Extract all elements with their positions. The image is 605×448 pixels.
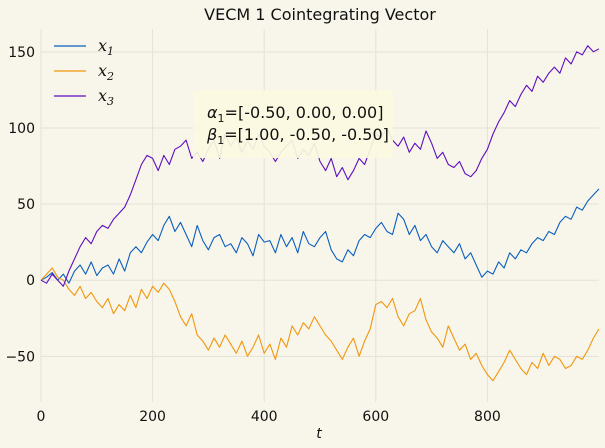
legend-label-x1: x1: [98, 36, 114, 58]
y-tick-label: 100: [8, 121, 35, 137]
legend-label-x2: x2: [98, 61, 114, 83]
ticks: 0 200 400 600 800 −50 0 50 100 150: [5, 45, 500, 425]
y-tick-label: 50: [17, 197, 35, 213]
beta-values: =[1.00, -0.50, -0.50]: [224, 125, 389, 144]
beta-symbol: β: [206, 125, 217, 144]
y-tick-label: −50: [5, 349, 35, 365]
series-layer: [40, 45, 600, 382]
legend-name-x1: x: [98, 36, 107, 55]
alpha-symbol: α: [207, 103, 218, 122]
beta-subscript: 1: [217, 134, 224, 147]
annotation-alpha: α1=[-0.50, 0.00, 0.00]: [207, 103, 383, 125]
alpha-subscript: 1: [218, 112, 225, 125]
annotation-beta: β1=[1.00, -0.50, -0.50]: [206, 125, 389, 147]
legend-sub-x2: 2: [106, 70, 114, 83]
x-axis-label: t: [316, 426, 322, 442]
y-tick-label: 150: [8, 45, 35, 61]
x-tick-label: 600: [362, 409, 389, 425]
y-tick-label: 0: [26, 273, 35, 289]
annotation-box: α1=[-0.50, 0.00, 0.00] β1=[1.00, -0.50, …: [193, 90, 393, 158]
x-tick-label: 400: [251, 409, 278, 425]
alpha-values: =[-0.50, 0.00, 0.00]: [225, 103, 384, 122]
legend: x1 x2 x3: [54, 36, 114, 108]
legend-sub-x3: 3: [107, 95, 114, 108]
x-tick-label: 800: [474, 409, 501, 425]
x-tick-label: 0: [37, 409, 46, 425]
legend-label-x3: x3: [98, 86, 114, 108]
legend-name-x3: x: [98, 86, 107, 105]
series-line-x2: [40, 267, 600, 382]
series-line-x3: [40, 45, 600, 287]
x-tick-label: 200: [139, 409, 166, 425]
chart-title: VECM 1 Cointegrating Vector: [204, 5, 436, 24]
legend-name-x2: x: [98, 61, 107, 80]
annotation-background: [193, 90, 393, 158]
series-line-x1: [40, 188, 600, 284]
legend-sub-x1: 1: [107, 45, 114, 58]
